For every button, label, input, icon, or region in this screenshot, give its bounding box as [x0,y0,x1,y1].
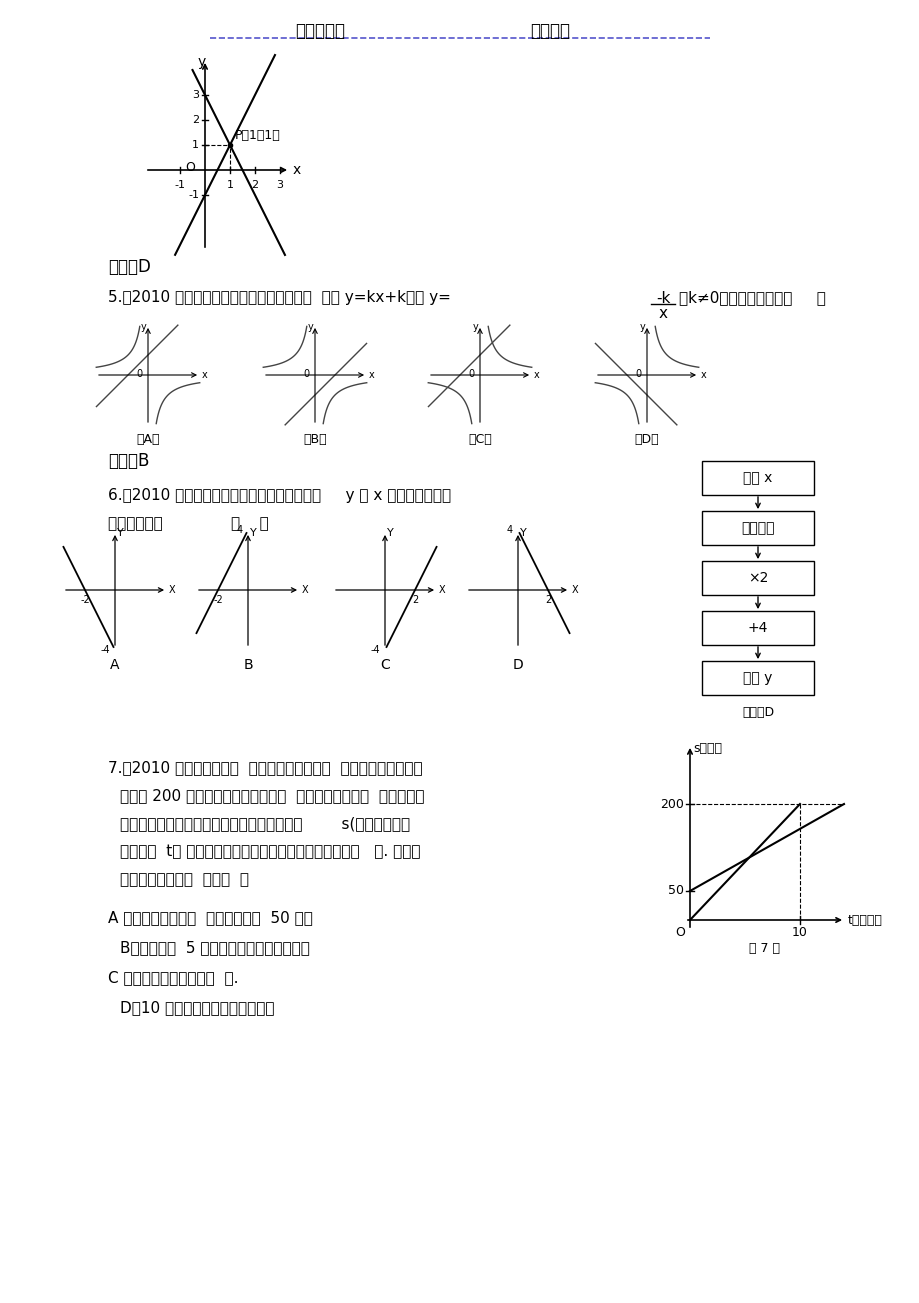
Text: 输入 x: 输入 x [743,470,772,485]
FancyBboxPatch shape [701,562,813,595]
FancyBboxPatch shape [701,511,813,545]
Text: C 、小军比爸爸晚到山顶  ；.: C 、小军比爸爸晚到山顶 ；. [108,969,238,985]
Text: A 、爸爸开始登山时  ，小军已走了  50 米；: A 、爸爸开始登山时 ，小军已走了 50 米； [108,909,312,925]
Text: 答案：D: 答案：D [741,706,773,719]
Text: 第 7 题: 第 7 题 [749,942,779,955]
Text: x: x [658,306,667,321]
Text: -2: -2 [80,595,90,605]
Text: 学习好资料: 学习好资料 [295,22,345,40]
Text: -2: -2 [213,595,222,605]
Text: Y: Y [387,528,393,538]
Text: （k≠0）的图像大致为（     ）: （k≠0）的图像大致为（ ） [678,291,825,305]
Text: y: y [471,322,478,332]
Text: 5.（2010 天水模拟）在同一直角坐标系中，  函数 y=kx+k，与 y=: 5.（2010 天水模拟）在同一直角坐标系中， 函数 y=kx+k，与 y= [108,291,450,305]
Text: 答案：D: 答案：D [108,258,151,276]
Text: 路程为 200 米，小军先走了一段路程  ，爸爸才开始出发  ，图中两条: 路程为 200 米，小军先走了一段路程 ，爸爸才开始出发 ，图中两条 [119,788,424,803]
Text: y: y [140,322,146,332]
Text: （A）: （A） [136,433,160,446]
Text: 200: 200 [660,797,683,810]
Text: 用的时间  t（ 分钟）的函数关系（从爸爸开始登山时计时   ）. 根据图: 用的时间 t（ 分钟）的函数关系（从爸爸开始登山时计时 ）. 根据图 [119,844,420,859]
Text: 4: 4 [236,525,243,536]
Text: y: y [198,55,206,69]
Text: 0: 0 [635,369,641,379]
Text: y: y [639,322,644,332]
Text: ×2: ×2 [747,571,767,585]
Text: x: x [202,370,208,380]
Text: x: x [369,370,374,380]
Text: O: O [675,926,685,939]
Text: 2: 2 [412,595,417,605]
Text: t（分钟）: t（分钟） [847,913,882,926]
Text: x: x [533,370,539,380]
Text: B、爸爸走了  5 分钟，小军仍在爸爸的前面: B、爸爸走了 5 分钟，小军仍在爸爸的前面 [119,939,310,955]
Text: -1: -1 [187,190,199,199]
FancyBboxPatch shape [701,461,813,495]
Text: 10: 10 [791,926,807,939]
Text: 取相反数: 取相反数 [741,521,774,536]
Text: 1: 1 [226,180,233,190]
Text: -1: -1 [175,180,186,190]
Text: 象，下列说法错误  的是（  ）: 象，下列说法错误 的是（ ） [119,872,249,887]
FancyBboxPatch shape [701,611,813,645]
Text: 答案：B: 答案：B [108,452,149,470]
Text: 50: 50 [667,885,683,898]
Text: Y: Y [250,528,256,538]
Text: x: x [700,370,706,380]
Text: X: X [301,585,308,595]
Text: 3: 3 [277,180,283,190]
Text: （C）: （C） [468,433,492,446]
Text: x: x [292,163,301,177]
Text: B: B [243,658,253,672]
Text: A: A [110,658,119,672]
Text: 输出 y: 输出 y [743,671,772,685]
Text: 0: 0 [303,369,310,379]
Text: 1: 1 [192,139,199,150]
Text: -k: -k [655,291,669,306]
Text: D: D [512,658,523,672]
Text: 应的图像应为              （    ）: 应的图像应为 （ ） [108,516,268,532]
Text: Y: Y [117,528,124,538]
Text: 3: 3 [192,90,199,100]
Text: Y: Y [519,528,527,538]
Text: 2: 2 [192,115,199,125]
Text: 0: 0 [469,369,474,379]
Text: D、10 分钟后小军还在爸爸的前面: D、10 分钟后小军还在爸爸的前面 [119,999,274,1015]
Text: 线段分别表示小军和爸爸离开山脚登山的路程        s(米）与登山所: 线段分别表示小军和爸爸离开山脚登山的路程 s(米）与登山所 [119,816,410,831]
Text: （D）: （D） [634,433,659,446]
Text: -4: -4 [100,645,110,655]
Text: 0: 0 [137,369,142,379]
Text: 2: 2 [251,180,258,190]
FancyBboxPatch shape [701,661,813,694]
Text: -4: -4 [370,645,380,655]
Text: （B）: （B） [303,433,326,446]
Text: 2: 2 [544,595,550,605]
Text: 4: 4 [506,525,513,536]
Text: +4: +4 [747,622,767,635]
Text: 7.（2010 湖南模拟）一天  ，小军和爸爸去登山  ，已知山脚到山顶的: 7.（2010 湖南模拟）一天 ，小军和爸爸去登山 ，已知山脚到山顶的 [108,760,422,775]
Text: X: X [169,585,176,595]
Text: y: y [307,322,312,332]
Text: s（米）: s（米） [692,741,721,754]
Text: 6.（2010 河南模拟）如图所示的计算程序中，     y 与 x 的函数关系所对: 6.（2010 河南模拟）如图所示的计算程序中， y 与 x 的函数关系所对 [108,489,450,503]
Text: P（1，1）: P（1，1） [234,129,280,142]
Text: X: X [438,585,445,595]
Text: O: O [185,162,195,175]
Text: 欢迎下载: 欢迎下载 [529,22,570,40]
Text: X: X [572,585,578,595]
Text: C: C [380,658,390,672]
